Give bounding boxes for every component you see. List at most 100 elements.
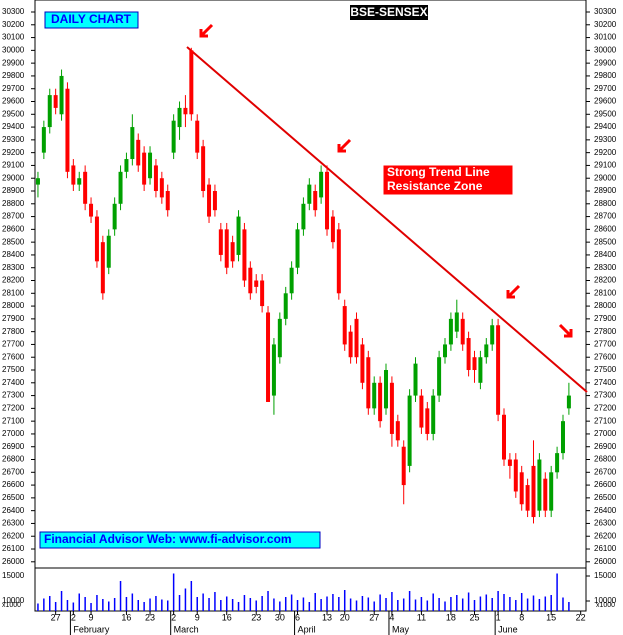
- y-tick-label: 29000: [594, 173, 617, 182]
- y-tick-label: 26900: [2, 442, 25, 451]
- y-tick-label: 27000: [2, 429, 25, 438]
- candle-body: [236, 216, 241, 255]
- arrows: [199, 23, 573, 338]
- candle-body: [289, 267, 294, 294]
- candle-body: [307, 184, 312, 204]
- candle-body: [566, 395, 571, 409]
- candle-body: [395, 421, 400, 441]
- candle-body: [384, 370, 389, 409]
- candle-body: [195, 120, 200, 153]
- x-tick-label: 18: [446, 612, 456, 622]
- x-tick-label: 2: [71, 612, 76, 622]
- y-tick-label: 28500: [2, 237, 25, 246]
- y-tick-label: 26800: [594, 455, 617, 464]
- candle-body: [460, 318, 465, 345]
- annotation-box: [382, 164, 514, 196]
- y-tick-label: 26500: [594, 493, 617, 502]
- y-tick-label: 26800: [2, 455, 25, 464]
- candle-body: [260, 280, 265, 307]
- candle-body: [89, 203, 94, 217]
- candle-body: [513, 459, 518, 492]
- candle-body: [159, 178, 164, 198]
- y-tick-label: 26200: [594, 531, 617, 540]
- candle-body: [378, 382, 383, 422]
- y-tick-label: 27200: [2, 403, 25, 412]
- candle-body: [254, 280, 259, 287]
- candle-body: [112, 203, 117, 230]
- y-tick-label: 28100: [2, 288, 25, 297]
- candle-body: [301, 203, 306, 230]
- candle-body: [53, 95, 58, 108]
- candle-body: [313, 191, 318, 211]
- y-tick-label: 29800: [594, 71, 617, 80]
- y-tick-label: 26300: [2, 519, 25, 528]
- candle-body: [366, 357, 371, 409]
- y-tick-label: 27900: [2, 314, 25, 323]
- y-tick-label: 29000: [2, 173, 25, 182]
- candle-body: [501, 414, 506, 460]
- y-tick-label: 26400: [594, 506, 617, 515]
- y-tick-label: 26500: [2, 493, 25, 502]
- candle-body: [94, 216, 99, 262]
- candle-body: [454, 312, 459, 332]
- candle-body: [47, 95, 52, 128]
- y-tick-label: 30300: [594, 7, 617, 16]
- x-tick-label: 2: [171, 612, 176, 622]
- candle-body: [466, 338, 471, 371]
- x-tick-label: 4: [389, 612, 394, 622]
- y-tick-label: 27000: [594, 429, 617, 438]
- y-tick-label: 29400: [594, 122, 617, 131]
- y-tick-label: 28600: [594, 224, 617, 233]
- y-tick-label: 28300: [2, 263, 25, 272]
- y-tick-label: 29700: [2, 84, 25, 93]
- candle-body: [242, 229, 247, 281]
- candle-body: [372, 382, 377, 409]
- volume-tick-label: 10000: [2, 596, 25, 605]
- y-tick-label: 27300: [2, 391, 25, 400]
- candle-body: [537, 459, 542, 511]
- candle-body: [35, 178, 40, 185]
- y-tick-label: 26200: [2, 531, 25, 540]
- y-tick-label: 27700: [2, 340, 25, 349]
- candle-body: [431, 395, 436, 434]
- y-tick-label: 28300: [594, 263, 617, 272]
- candle-body: [41, 127, 46, 153]
- y-tick-label: 26100: [2, 544, 25, 553]
- x-tick-label: 9: [89, 612, 94, 622]
- candle-body: [336, 229, 341, 294]
- month-label: March: [174, 624, 199, 634]
- y-tick-label: 29300: [594, 135, 617, 144]
- subtitle-box: [44, 11, 139, 29]
- y-tick-label: 29500: [2, 109, 25, 118]
- y-tick-label: 26700: [2, 467, 25, 476]
- x-tick-label: 22: [576, 612, 586, 622]
- candle-body: [266, 312, 271, 402]
- y-tick-label: 26600: [2, 480, 25, 489]
- y-tick-label: 29800: [2, 71, 25, 80]
- x-tick-label: 16: [222, 612, 232, 622]
- month-label: February: [73, 624, 110, 634]
- candle-body: [555, 453, 560, 473]
- candle-body: [277, 318, 282, 358]
- month-label: May: [392, 624, 410, 634]
- y-tick-label: 30000: [2, 45, 25, 54]
- y-tick-label: 28100: [594, 288, 617, 297]
- candle-body: [65, 88, 70, 172]
- candle-body: [472, 357, 477, 371]
- x-tick-label: 23: [251, 612, 261, 622]
- volume-unit: x1000: [596, 602, 615, 609]
- candle-body: [218, 229, 223, 255]
- candle-body: [171, 120, 176, 153]
- y-tick-label: 29900: [594, 58, 617, 67]
- candle-body: [100, 242, 105, 294]
- candle-body: [448, 318, 453, 345]
- x-tick-label: 1: [496, 612, 501, 622]
- y-tick-label: 26900: [594, 442, 617, 451]
- x-tick-label: 27: [369, 612, 379, 622]
- candle-body: [325, 171, 330, 230]
- candle-body: [177, 107, 182, 128]
- x-tick-label: 25: [469, 612, 479, 622]
- candle-body: [230, 242, 235, 262]
- y-tick-label: 27800: [2, 327, 25, 336]
